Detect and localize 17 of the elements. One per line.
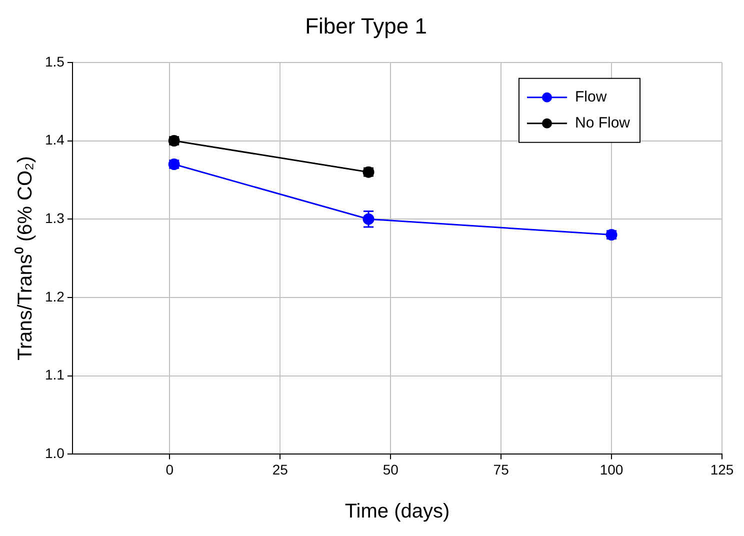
x-tick-label: 75 (493, 461, 510, 478)
chart-title: Fiber Type 1 (305, 13, 427, 38)
y-tick-label: 1.2 (44, 288, 65, 304)
y-tick-label: 1.5 (44, 53, 65, 70)
x-tick-label: 25 (272, 461, 288, 478)
x-tick-label: 125 (710, 461, 734, 478)
y-tick-label: 1.3 (44, 210, 65, 226)
y-tick-label: 1.1 (44, 366, 65, 383)
x-axis-title: Time (days) (344, 500, 450, 523)
x-tick-label: 0 (166, 461, 174, 478)
legend-label: No Flow (574, 114, 630, 132)
x-tick-label: 100 (600, 461, 624, 478)
y-axis-title: Trans/Trans⁰ (6% CO₂) (14, 156, 37, 361)
legend-label: Flow (574, 88, 607, 106)
y-tick-label: 1.0 (44, 445, 65, 462)
x-tick-label: 50 (382, 461, 399, 478)
y-tick-label: 1.4 (44, 132, 65, 148)
